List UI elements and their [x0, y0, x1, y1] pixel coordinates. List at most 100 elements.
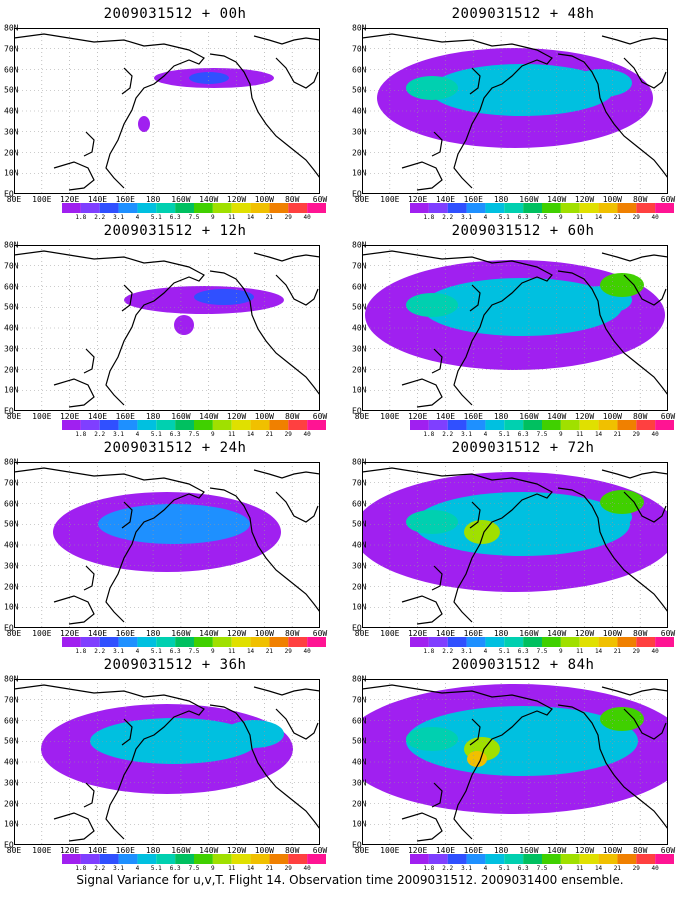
- colorbar-label: 29: [284, 431, 292, 438]
- longitude-tick-label: 100E: [32, 195, 52, 204]
- colorbar-swatch: [250, 203, 270, 213]
- latitude-tick-label: 40N: [4, 540, 19, 550]
- longitude-tick-label: 80E: [6, 846, 22, 855]
- colorbar-label: 4: [135, 431, 140, 438]
- latitude-tick-label: 70N: [352, 261, 367, 271]
- colorbar-swatch: [542, 854, 561, 864]
- colorbar-label: 5.1: [498, 214, 510, 221]
- colorbar-swatch: [288, 854, 308, 864]
- colorbar-swatch: [542, 420, 561, 430]
- longitude-tick-label: 140W: [547, 195, 567, 204]
- latitude-tick-label: 10N: [352, 168, 367, 178]
- latitude-tick-label: 50N: [4, 736, 19, 746]
- longitude-labels: 80E 100E 120E 140E 160E 180 160W 140W 120W 100W 80…: [7, 412, 327, 422]
- coastline: [601, 252, 668, 262]
- coastline: [362, 684, 553, 840]
- coastline: [431, 348, 443, 374]
- colorbar-label: 3.1: [461, 214, 472, 221]
- coastline: [362, 33, 553, 189]
- latitude-tick-label: 70N: [352, 44, 367, 54]
- longitude-tick-label: 100W: [602, 846, 622, 855]
- colorbar-label: 11: [228, 214, 236, 221]
- coastline: [209, 487, 320, 613]
- colorbar-labels: 1.8 2.2 3.1 4 5.1 6.3 7.5 9 11 14 21 29 40: [410, 865, 674, 873]
- colorbar-swatch: [579, 637, 599, 647]
- longitude-tick-label: 120W: [226, 629, 247, 638]
- latitude-tick-label: 20N: [352, 365, 367, 374]
- longitude-tick-label: 140W: [547, 412, 567, 421]
- latitude-tick-label: EQ: [352, 189, 362, 199]
- colorbar-label: 7.5: [536, 865, 548, 872]
- longitude-tick-label: 80E: [6, 412, 22, 421]
- coastline: [209, 704, 320, 830]
- latitude-labels: 80N 70N 60N 50N 40N 30N 20N 10N EQ: [4, 675, 24, 850]
- colorbar-label: 2.2: [94, 431, 106, 438]
- colorbar-labels: 1.8 2.2 3.1 4 5.1 6.3 7.5 9 11 14 21 29 40: [62, 865, 326, 873]
- coastline: [601, 35, 668, 45]
- colorbar-swatch: [598, 854, 618, 864]
- latitude-tick-label: 10N: [4, 168, 19, 178]
- coastline: [431, 782, 443, 808]
- colorbar-swatch: [523, 203, 542, 213]
- longitude-tick-label: 160W: [171, 846, 191, 855]
- latitude-tick-label: 10N: [4, 385, 19, 395]
- longitude-tick-label: 100E: [32, 629, 52, 638]
- latitude-tick-label: 30N: [4, 778, 19, 788]
- colorbar-swatch: [118, 854, 138, 864]
- colorbar-label: 3.1: [113, 431, 124, 438]
- colorbar-label: 1.8: [75, 865, 87, 872]
- colorbar-swatch: [80, 854, 100, 864]
- variance-shade: [464, 520, 500, 544]
- coastline: [83, 348, 95, 374]
- colorbar-swatch: [212, 203, 232, 213]
- longitude-tick-label: 120E: [59, 629, 80, 638]
- latitude-tick-label: 70N: [352, 478, 367, 488]
- colorbar-swatch: [62, 420, 81, 430]
- colorbar-label: 40: [651, 648, 659, 655]
- longitude-labels: 80E 100E 120E 140E 160E 180 160W 140W 120W 100W 80…: [355, 195, 675, 205]
- longitude-labels: 80E 100E 120E 140E 160E 180 160W 140W 120W 100W 80…: [7, 195, 327, 205]
- colorbar-swatch: [175, 203, 194, 213]
- colorbar-swatch: [579, 854, 599, 864]
- colorbar-label: 29: [284, 648, 292, 655]
- map-plot: [362, 28, 668, 194]
- map-frame: [14, 462, 320, 628]
- longitude-tick-label: 120E: [407, 629, 428, 638]
- latitude-tick-label: 50N: [352, 736, 367, 746]
- colorbar-label: 14: [246, 431, 255, 438]
- map-plot: [362, 462, 668, 628]
- coastline: [14, 684, 205, 840]
- latitude-tick-label: 40N: [352, 540, 367, 550]
- colorbar-labels: 1.8 2.2 3.1 4 5.1 6.3 7.5 9 11 14 21 29 40: [410, 214, 674, 222]
- longitude-tick-label: 60W: [312, 846, 328, 855]
- colorbar-label: 9: [559, 648, 563, 655]
- colorbar-swatch: [428, 203, 448, 213]
- colorbar-label: 4: [483, 865, 488, 872]
- longitude-tick-label: 80E: [6, 629, 22, 638]
- longitude-tick-label: 160W: [519, 412, 539, 421]
- colorbar-label: 5.1: [498, 431, 510, 438]
- variance-shade: [406, 727, 458, 751]
- longitude-tick-label: 160E: [115, 629, 135, 638]
- colorbar-label: 5.1: [498, 865, 510, 872]
- variance-shade: [600, 707, 644, 731]
- longitude-tick-label: 80W: [632, 846, 648, 855]
- longitude-tick-label: 100W: [602, 412, 622, 421]
- latitude-tick-label: 20N: [4, 582, 19, 591]
- colorbar-swatch: [598, 420, 618, 430]
- colorbar-label: 11: [228, 865, 236, 872]
- colorbar-labels: 1.8 2.2 3.1 4 5.1 6.3 7.5 9 11 14 21 29 40: [62, 648, 326, 656]
- coastline: [209, 270, 320, 396]
- map-plot: [14, 462, 320, 628]
- latitude-tick-label: 40N: [4, 106, 19, 116]
- colorbar-label: 4: [483, 214, 488, 221]
- colorbar-swatch: [617, 420, 637, 430]
- latitude-tick-label: 30N: [4, 344, 19, 354]
- colorbar-label: 2.2: [442, 648, 454, 655]
- coastline: [121, 501, 133, 529]
- colorbar-swatch: [156, 854, 176, 864]
- colorbar: [62, 854, 326, 864]
- longitude-tick-label: 60W: [660, 629, 676, 638]
- latitude-tick-label: 50N: [352, 85, 367, 95]
- colorbar-label: 7.5: [188, 865, 200, 872]
